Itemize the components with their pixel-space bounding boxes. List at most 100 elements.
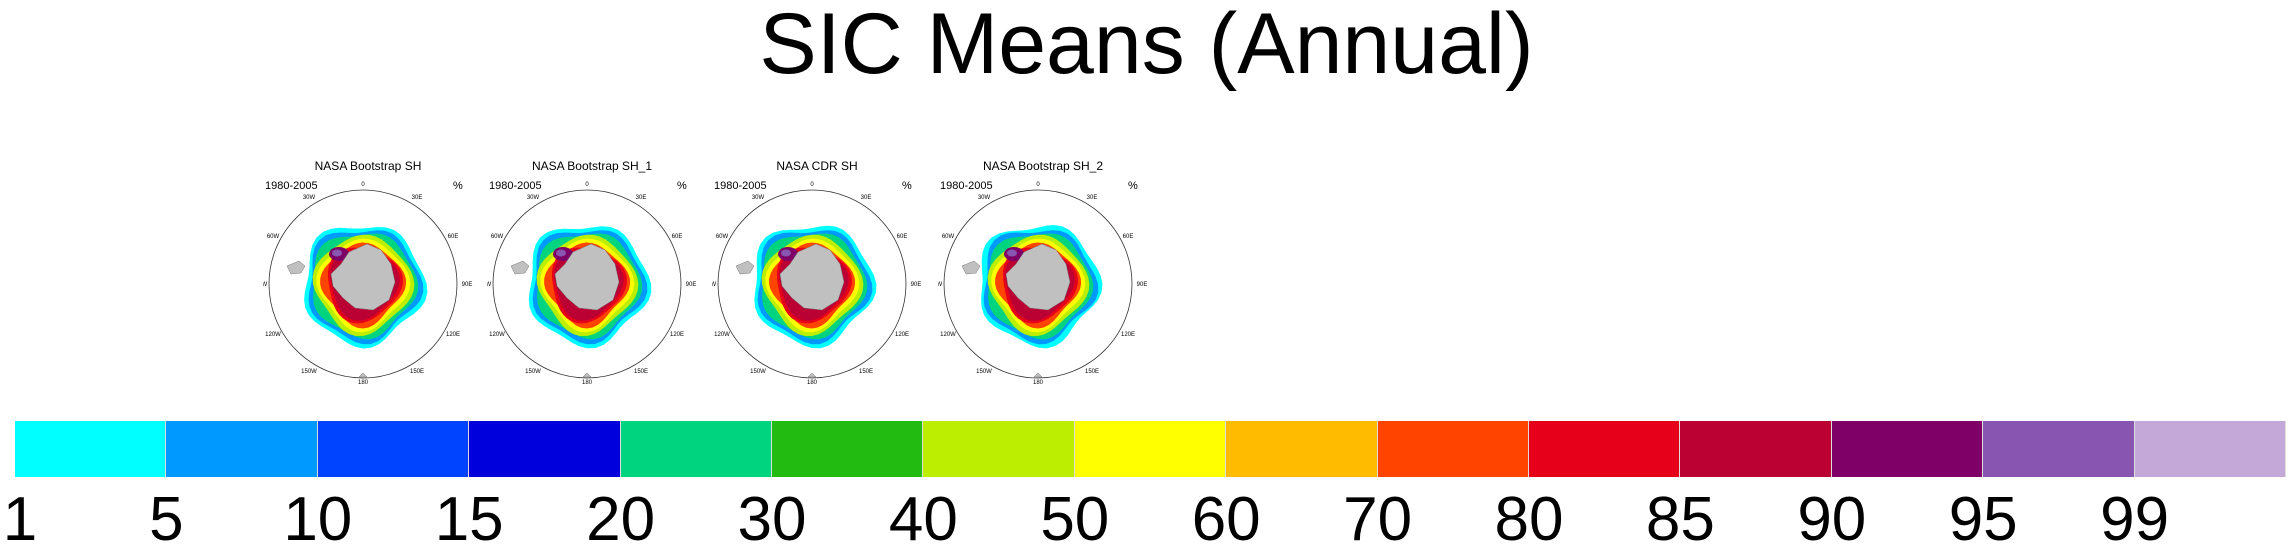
- new-zealand-tip: [1033, 372, 1043, 378]
- lon-label: 90W: [938, 282, 943, 288]
- map-panel: NASA Bootstrap SH_2 1980-2005 % 0 30W 30…: [938, 152, 1158, 392]
- polar-map: 0 30W 30E 60W 60E 90W 90E 120W 120E 150W…: [938, 182, 1148, 384]
- polar-map: 0 30W 30E 60W 60E 90W 90E 120W 120E 150W…: [712, 182, 922, 384]
- colorbar-segment: [317, 421, 470, 477]
- lon-label: 90E: [686, 282, 697, 288]
- tick-label: 60: [1191, 485, 1261, 554]
- lon-label: 0: [585, 182, 589, 188]
- lon-label: 180: [1033, 380, 1044, 384]
- lon-label: 150E: [410, 369, 424, 375]
- panel-title: NASA Bootstrap SH: [314, 159, 422, 173]
- lon-label: 30E: [861, 195, 872, 201]
- map-panel: NASA CDR SH 1980-2005 % 0 30W 30E 60W 60…: [712, 152, 932, 392]
- new-zealand-tip: [807, 372, 817, 378]
- lon-label: 0: [361, 182, 365, 188]
- figure-title: SIC Means (Annual): [759, 0, 1534, 92]
- lon-label: 60E: [897, 234, 908, 240]
- tick-label: 85: [1645, 485, 1715, 554]
- colorbar-segment: [2134, 421, 2286, 477]
- lon-label: 30E: [1087, 195, 1098, 201]
- lon-label: 30W: [752, 195, 765, 201]
- panel-period: 1980-2005: [265, 180, 318, 192]
- colorbar-segment: [1226, 421, 1378, 477]
- panel-unit: %: [677, 180, 687, 192]
- panel-unit: %: [453, 180, 463, 192]
- lon-label: 30E: [412, 195, 423, 201]
- tick-label: 20: [586, 485, 656, 554]
- colorbar-segment: [1074, 421, 1227, 477]
- tick-label: 10: [283, 485, 353, 554]
- lon-label: 150E: [634, 369, 648, 375]
- lon-label: 120W: [489, 332, 505, 338]
- tick-label: 40: [888, 485, 958, 554]
- panel-title: NASA CDR SH: [776, 159, 858, 173]
- south-america-tip: [510, 260, 530, 275]
- lon-label: 150W: [976, 369, 992, 375]
- new-zealand-tip: [358, 372, 368, 378]
- lon-label: 0: [1036, 182, 1040, 188]
- lon-label: 90W: [487, 282, 492, 288]
- panel-unit: %: [902, 180, 912, 192]
- lon-label: 60W: [491, 234, 504, 240]
- tick-label: 90: [1797, 485, 1867, 554]
- lon-label: 120W: [714, 332, 730, 338]
- lon-label: 30W: [527, 195, 540, 201]
- colorbar-segment: [923, 421, 1075, 477]
- lon-label: 150W: [301, 369, 317, 375]
- lon-label: 60W: [267, 234, 280, 240]
- colorbar-segment: [469, 421, 621, 477]
- lon-label: 120E: [446, 332, 460, 338]
- polar-map: 0 30W 30E 60W 60E 90W 90E 120W 120E 150W…: [263, 182, 473, 384]
- panel-period: 1980-2005: [714, 180, 767, 192]
- lon-label: 30E: [636, 195, 647, 201]
- lon-label: 150W: [525, 369, 541, 375]
- lon-label: 60E: [448, 234, 459, 240]
- south-america-tip: [735, 260, 755, 275]
- tick-label: 1: [2, 485, 38, 554]
- lon-label: 60E: [672, 234, 683, 240]
- antarctica: [779, 243, 845, 311]
- lon-label: 60W: [716, 234, 729, 240]
- lon-label: 180: [582, 380, 593, 384]
- lon-label: 120W: [940, 332, 956, 338]
- panel-period: 1980-2005: [489, 180, 542, 192]
- tick-label: 30: [737, 485, 807, 554]
- lon-label: 150E: [859, 369, 873, 375]
- tick-label: 15: [434, 485, 504, 554]
- lon-label: 90E: [1137, 282, 1148, 288]
- antarctica: [554, 243, 620, 311]
- lon-label: 60E: [1123, 234, 1134, 240]
- colorbar-segment: [1680, 421, 1832, 477]
- lon-label: 60W: [942, 234, 955, 240]
- tick-label: 5: [149, 485, 184, 554]
- lon-label: 90W: [263, 282, 268, 288]
- lon-label: 90E: [462, 282, 473, 288]
- map-panel: NASA Bootstrap SH 1980-2005 % 0 30W 30E …: [263, 152, 483, 392]
- panel-title: NASA Bootstrap SH_1: [531, 159, 653, 173]
- lon-label: 30W: [303, 195, 316, 201]
- lon-label: 30W: [978, 195, 991, 201]
- lon-label: 120W: [265, 332, 281, 338]
- panel-title: NASA Bootstrap SH_2: [982, 159, 1104, 173]
- weddell-sea-ice-core: [556, 249, 566, 257]
- tick-label: 80: [1494, 485, 1564, 554]
- lon-label: 90E: [911, 282, 922, 288]
- panel-period: 1980-2005: [940, 180, 993, 192]
- lon-label: 180: [358, 380, 369, 384]
- lon-label: 120E: [895, 332, 909, 338]
- south-america-tip: [961, 260, 981, 275]
- colorbar-segment: [1529, 421, 1681, 477]
- lon-label: 150E: [1085, 369, 1099, 375]
- tick-label: 95: [1948, 485, 2018, 554]
- lon-label: 180: [807, 380, 818, 384]
- lon-label: 120E: [1121, 332, 1135, 338]
- tick-label: 70: [1343, 485, 1413, 554]
- south-america-tip: [286, 260, 306, 275]
- map-panel: NASA Bootstrap SH_1 1980-2005 % 0 30W 30…: [487, 152, 707, 392]
- tick-label: 99: [2100, 485, 2170, 554]
- colorbar-segment: [166, 421, 318, 477]
- lon-label: 120E: [670, 332, 684, 338]
- colorbar-segment: [772, 421, 924, 477]
- weddell-sea-ice-core: [332, 249, 342, 257]
- panel-unit: %: [1128, 180, 1138, 192]
